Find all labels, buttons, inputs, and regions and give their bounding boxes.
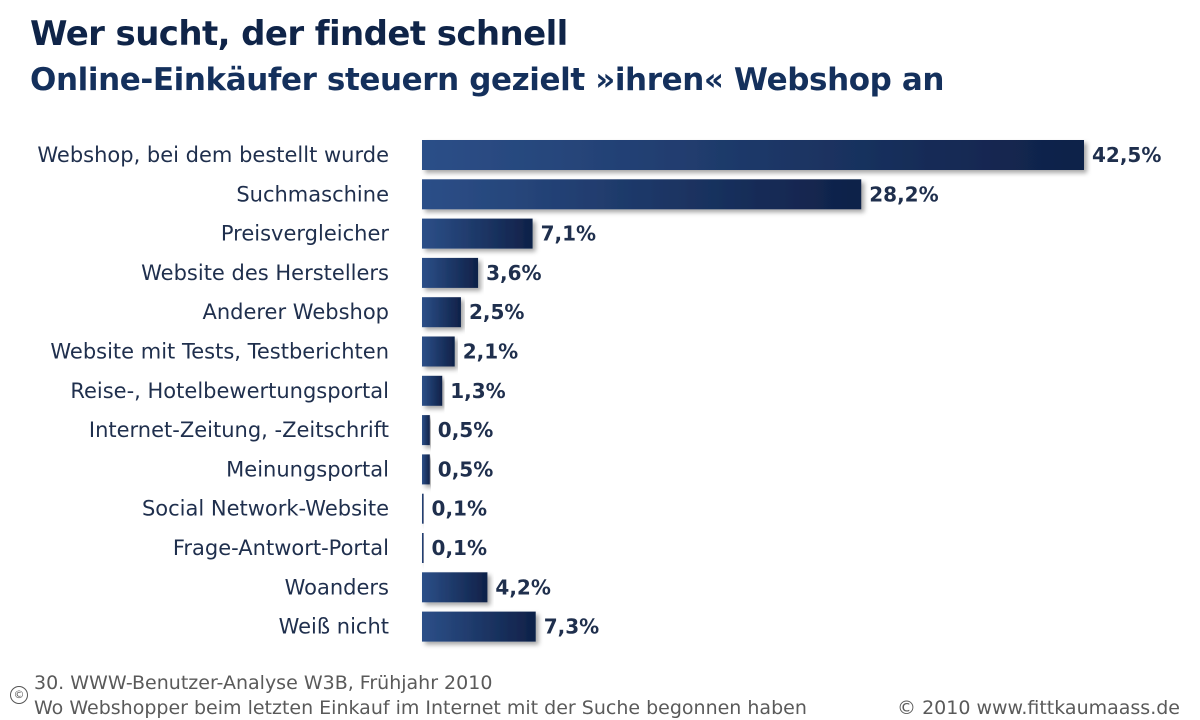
category-label: Anderer Webshop [202, 300, 389, 324]
bar [422, 454, 430, 485]
bar [422, 336, 455, 367]
bar [422, 375, 443, 406]
chart-subtitle: Online-Einkäufer steuern gezielt »ihren«… [30, 62, 945, 98]
source-note: 30. WWW-Benutzer-Analyse W3B, Frühjahr 2… [34, 672, 493, 694]
value-label: 0,5% [438, 457, 493, 481]
category-label: Social Network-Website [142, 497, 389, 521]
value-label: 7,3% [544, 615, 599, 639]
category-label: Meinungsportal [226, 457, 389, 481]
category-label: Woanders [285, 575, 389, 599]
category-label: Preisvergleicher [221, 222, 389, 246]
value-label: 0,5% [438, 418, 493, 442]
category-label: Suchmaschine [236, 182, 389, 206]
copyright-mark-icon: © [10, 686, 28, 704]
bar [422, 415, 430, 446]
bar [422, 611, 536, 642]
value-label: 0,1% [432, 536, 487, 560]
value-label: 0,1% [432, 497, 487, 521]
bar [422, 257, 479, 288]
bar [422, 493, 424, 524]
category-label: Frage-Antwort-Portal [173, 536, 389, 560]
bars-group: Webshop, bei dem bestellt wurde 42,5% Such… [37, 140, 1161, 642]
value-label: 2,5% [469, 300, 524, 324]
value-label: 42,5% [1092, 143, 1161, 167]
bar [422, 140, 1084, 170]
bar [422, 572, 488, 603]
category-label: Weiß nicht [279, 615, 389, 639]
category-label: Internet-Zeitung, -Zeitschrift [89, 418, 389, 442]
chart-footnote: Wo Webshopper beim letzten Einkauf im In… [34, 697, 807, 719]
value-label: 28,2% [869, 182, 938, 206]
chart-title: Wer sucht, der findet schnell [30, 14, 568, 54]
value-label: 7,1% [541, 222, 596, 246]
bar [422, 533, 424, 563]
category-label: Webshop, bei dem bestellt wurde [37, 143, 389, 167]
value-label: 1,3% [450, 379, 505, 403]
category-label: Reise-, Hotelbewertungsportal [70, 379, 389, 403]
bar-chart: Webshop, bei dem bestellt wurde 42,5% Such… [37, 140, 1161, 642]
copyright-link[interactable]: © 2010 www.fittkaumaass.de [897, 697, 1180, 719]
category-label: Website des Herstellers [141, 261, 389, 285]
category-label: Website mit Tests, Testberichten [50, 340, 389, 364]
bar [422, 218, 533, 249]
value-label: 2,1% [463, 340, 518, 364]
value-label: 4,2% [495, 575, 550, 599]
bar [422, 179, 862, 210]
value-label: 3,6% [486, 261, 541, 285]
bar [422, 297, 461, 328]
